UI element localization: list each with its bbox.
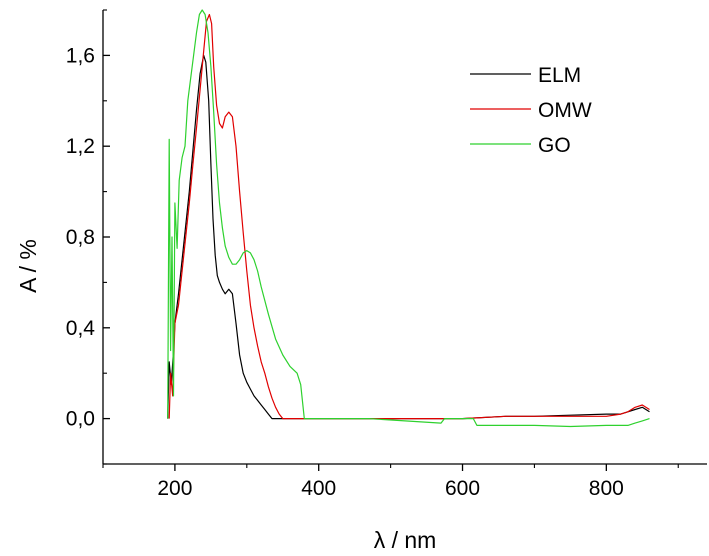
- series-line-go: [167, 9, 650, 428]
- y-tick-label: 0,4: [66, 317, 96, 340]
- x-tick-label: 600: [445, 477, 480, 500]
- y-tick-label: 0,8: [66, 226, 95, 249]
- x-tick-label: 400: [301, 477, 336, 500]
- axes: 0,0 0,4 0,8 1,2 1,6 200 400 600 800 λ / nm A / %: [15, 9, 707, 553]
- legend-label-omw: OMW: [538, 99, 592, 122]
- y-tick-label: 0,0: [66, 408, 95, 431]
- x-tick-label: 200: [157, 477, 192, 500]
- y-axis-title: A / %: [15, 239, 41, 293]
- y-tick-label: 1,6: [66, 44, 95, 67]
- legend-label-go: GO: [538, 134, 571, 157]
- x-tick-label: 800: [589, 477, 624, 500]
- legend-label-elm: ELM: [538, 64, 581, 87]
- series-line-omw: [168, 13, 650, 420]
- legend: ELM OMW GO: [470, 64, 592, 157]
- series-lines: [167, 9, 650, 428]
- x-axis-title: λ / nm: [374, 527, 437, 553]
- y-tick-label: 1,2: [66, 135, 95, 158]
